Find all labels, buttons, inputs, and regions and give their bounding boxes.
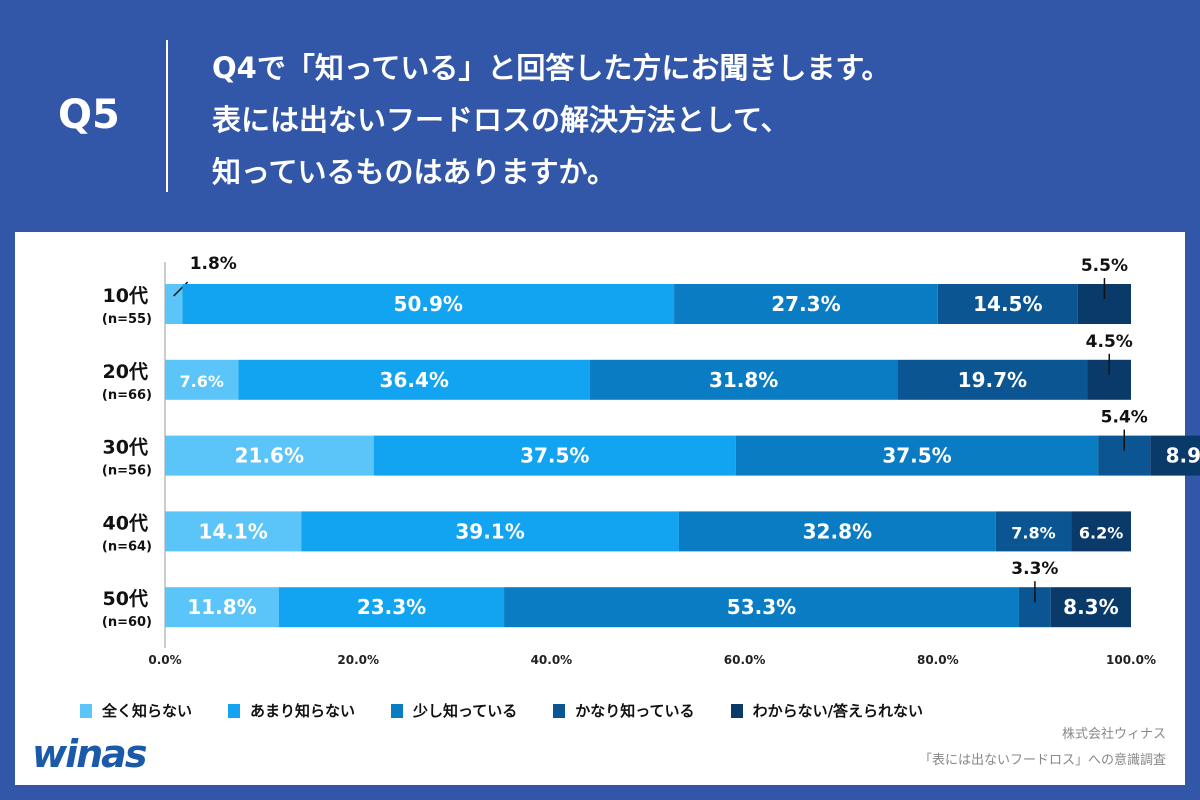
- data-label: 37.5%: [882, 444, 951, 468]
- data-label: 14.1%: [198, 519, 267, 543]
- legend-label: かなり知っている: [575, 702, 695, 720]
- data-label: 27.3%: [771, 292, 840, 316]
- data-label: 32.8%: [803, 519, 872, 543]
- source: 株式会社ウィナス 「表には出ないフードロス」への意識調査: [919, 722, 1166, 774]
- bar-segment: [165, 587, 279, 628]
- question-number: Q5: [58, 92, 120, 138]
- category-label: 40代: [103, 512, 148, 534]
- category-n-label: (n=64): [102, 539, 152, 554]
- legend-label: あまり知らない: [250, 702, 356, 720]
- bar-segment: [995, 511, 1072, 552]
- bar-segment: [165, 435, 374, 476]
- x-tick-label: 100.0%: [1106, 653, 1156, 667]
- bar-segment: [674, 284, 938, 324]
- bar-segment: [373, 435, 736, 476]
- data-label: 31.8%: [709, 368, 778, 392]
- bar-segment: [165, 284, 183, 324]
- data-label: 8.9%: [1166, 444, 1200, 468]
- data-label: 19.7%: [958, 368, 1027, 392]
- legend-swatch: [730, 704, 743, 718]
- legend-item: かなり知っている: [553, 700, 695, 721]
- data-label: 6.2%: [1079, 523, 1123, 542]
- data-label: 14.5%: [973, 292, 1042, 316]
- data-label: 7.6%: [180, 372, 224, 391]
- legend-item: 全く知らない: [80, 700, 192, 721]
- legend: 全く知らない あまり知らない 少し知っている かなり知っている わからない/答えられない: [80, 700, 923, 721]
- legend-label: 全く知らない: [102, 702, 193, 720]
- category-n-label: (n=56): [102, 464, 152, 479]
- bar-segment: [504, 587, 1019, 628]
- category-n-label: (n=60): [102, 615, 152, 630]
- bar-segment: [1071, 511, 1131, 552]
- x-tick-label: 20.0%: [337, 653, 379, 667]
- category-n-label: (n=66): [102, 388, 152, 403]
- data-label: 3.3%: [1011, 559, 1058, 579]
- bar-segment: [165, 359, 239, 400]
- chart-panel: [15, 232, 1185, 785]
- category-label: 50代: [103, 588, 148, 610]
- question-title: Q4で「知っている」と回答した方にお聞きします。 表には出ないフードロスの解決方…: [212, 51, 891, 189]
- bar-segment: [165, 511, 302, 552]
- data-label: 53.3%: [727, 595, 796, 619]
- x-tick-label: 60.0%: [724, 653, 766, 667]
- x-tick-label: 0.0%: [148, 653, 181, 667]
- legend-item: あまり知らない: [228, 700, 355, 721]
- bar-segment: [590, 359, 898, 400]
- category-label: 20代: [103, 361, 148, 383]
- divider: [166, 40, 168, 192]
- legend-item: わからない/答えられない: [730, 700, 924, 721]
- category-label: 30代: [103, 437, 148, 459]
- legend-label: 少し知っている: [413, 702, 518, 720]
- bar-segment: [301, 511, 679, 552]
- survey-name: 「表には出ないフードロス」への意識調査: [918, 753, 1166, 768]
- legend-item: 少し知っている: [391, 700, 517, 721]
- company-name: 株式会社ウィナス: [1061, 727, 1166, 742]
- category-n-label: (n=55): [102, 312, 152, 327]
- legend-swatch: [80, 704, 92, 718]
- legend-swatch: [228, 704, 241, 718]
- bar-segment: [1150, 435, 1200, 476]
- bar-segment: [182, 284, 675, 324]
- category-label: 10代: [103, 285, 148, 307]
- bar-segment: [278, 587, 505, 628]
- company-logo: winas: [32, 732, 147, 776]
- bar-segment: [238, 359, 591, 400]
- legend-swatch: [553, 704, 566, 718]
- bar-segment: [897, 359, 1088, 400]
- data-label: 5.5%: [1081, 256, 1128, 276]
- bar-segment: [1050, 587, 1131, 628]
- data-label: 5.4%: [1101, 408, 1148, 428]
- bar-segment: [735, 435, 1099, 476]
- data-label: 8.3%: [1063, 595, 1118, 619]
- x-tick-label: 80.0%: [917, 653, 959, 667]
- data-label: 23.3%: [357, 595, 426, 619]
- legend-label: わからない/答えられない: [752, 702, 924, 720]
- data-label: 1.8%: [190, 254, 237, 274]
- data-label: 37.5%: [520, 444, 589, 468]
- data-label: 39.1%: [455, 519, 524, 543]
- data-label: 7.8%: [1011, 523, 1055, 542]
- legend-swatch: [391, 704, 404, 718]
- bar-segment: [937, 284, 1078, 324]
- data-label: 21.6%: [235, 444, 304, 468]
- data-label: 50.9%: [394, 292, 463, 316]
- data-label: 4.5%: [1086, 332, 1133, 352]
- x-tick-label: 40.0%: [531, 653, 573, 667]
- bar-segment: [678, 511, 996, 552]
- data-label: 11.8%: [187, 595, 256, 619]
- data-label: 36.4%: [380, 368, 449, 392]
